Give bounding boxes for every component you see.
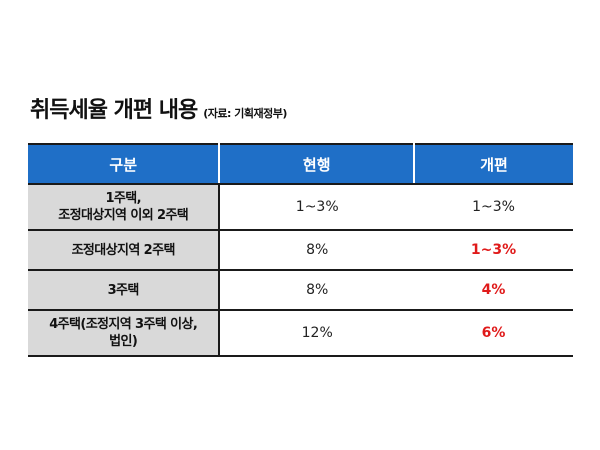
current-rate: 8% bbox=[219, 230, 415, 271]
row-label-line: 1주택, bbox=[105, 191, 141, 206]
row-label: 3주택 bbox=[28, 270, 221, 311]
header-current: 현행 bbox=[219, 143, 416, 185]
reform-rate: 4% bbox=[414, 270, 573, 311]
table-row: 3주택 8% 4% bbox=[28, 270, 573, 311]
current-rate: 12% bbox=[219, 310, 415, 357]
row-label-line: 4주택(조정지역 3주택 이상, bbox=[49, 317, 198, 332]
page-title: 취득세율 개편 내용 bbox=[30, 98, 198, 123]
table-row: 4주택(조정지역 3주택 이상, 법인) 12% 6% bbox=[28, 310, 573, 357]
reform-rate: 6% bbox=[414, 310, 573, 357]
row-label: 1주택, 조정대상지역 이외 2주택 bbox=[28, 184, 221, 231]
table-header-row: 구분 현행 개편 bbox=[28, 143, 573, 185]
row-label-line: 조정대상지역 이외 2주택 bbox=[58, 208, 189, 223]
table-row: 조정대상지역 2주택 8% 1~3% bbox=[28, 230, 573, 271]
title-row: 취득세율 개편 내용 (자료: 기획재정부) bbox=[30, 92, 287, 124]
reform-rate: 1~3% bbox=[414, 184, 573, 231]
row-label-line: 조정대상지역 2주택 bbox=[71, 242, 176, 258]
header-category: 구분 bbox=[28, 143, 221, 185]
table-row: 1주택, 조정대상지역 이외 2주택 1~3% 1~3% bbox=[28, 184, 573, 231]
row-label-line: 3주택 bbox=[107, 282, 140, 298]
current-rate: 1~3% bbox=[219, 184, 415, 231]
header-reform: 개편 bbox=[414, 143, 573, 185]
row-label: 4주택(조정지역 3주택 이상, 법인) bbox=[28, 310, 221, 357]
row-label: 조정대상지역 2주택 bbox=[28, 230, 221, 271]
current-rate: 8% bbox=[219, 270, 415, 311]
row-label-line: 법인) bbox=[109, 334, 138, 349]
source-note: (자료: 기획재정부) bbox=[203, 107, 287, 120]
reform-rate: 1~3% bbox=[414, 230, 573, 271]
tax-rate-table: 구분 현행 개편 1주택, 조정대상지역 이외 2주택 1~3% 1~3% 조정… bbox=[28, 143, 573, 357]
